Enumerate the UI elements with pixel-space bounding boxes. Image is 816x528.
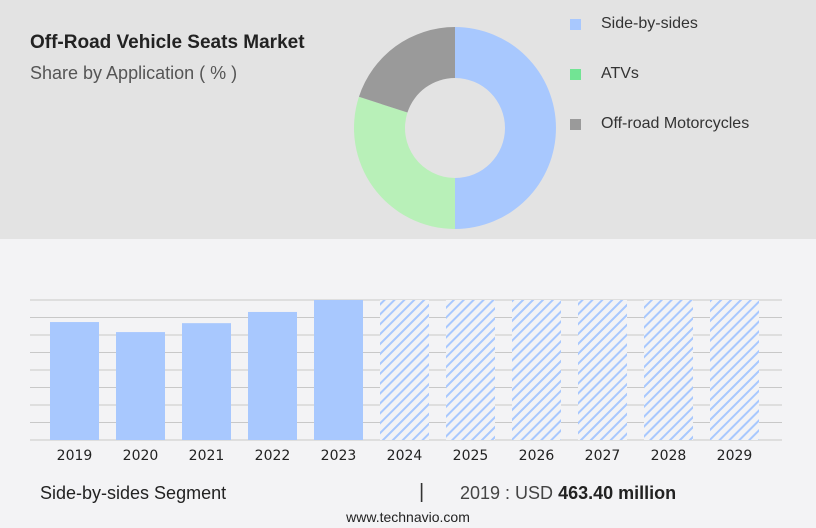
bar-2019 — [50, 322, 99, 440]
donut-slice-off-road-motorcycles — [358, 27, 455, 113]
legend-label: ATVs — [601, 65, 639, 82]
separator: | — [419, 481, 425, 503]
bar-2029 — [710, 300, 759, 440]
legend-swatch — [570, 18, 581, 30]
bar-2024 — [380, 300, 429, 440]
donut-slice-side-by-sides — [455, 27, 556, 229]
bar-2028 — [644, 300, 693, 440]
legend-swatch — [570, 118, 581, 130]
legend-item-atvs: ATVs — [570, 65, 639, 83]
bar-2020 — [116, 332, 165, 440]
chart-subtitle: Share by Application ( % ) — [30, 63, 238, 83]
x-tick-label: 2025 — [453, 448, 489, 464]
x-tick-label: 2024 — [387, 448, 423, 464]
value-amount: 463.40 million — [558, 483, 677, 503]
bar-2027 — [578, 300, 627, 440]
x-tick-label: 2019 — [57, 448, 93, 464]
year-label: 2019 : USD — [460, 483, 554, 503]
donut-slice-atvs — [353, 96, 455, 230]
segment-label: Side-by-sides Segment — [40, 483, 227, 503]
legend-label: Side-by-sides — [601, 15, 698, 32]
legend-item-off-road-motorcycles: Off-road Motorcycles — [570, 115, 749, 133]
x-tick-label: 2026 — [519, 448, 555, 464]
legend-item-side-by-sides: Side-by-sides — [570, 15, 698, 33]
bar-2022 — [248, 311, 297, 440]
x-tick-label: 2022 — [255, 448, 291, 464]
bar-2023 — [314, 300, 363, 440]
x-tick-label: 2023 — [321, 448, 357, 464]
segment-value: 2019 : USD 463.40 million — [460, 483, 676, 504]
x-tick-label: 2029 — [717, 448, 753, 464]
bar-2026 — [512, 300, 561, 440]
legend-swatch — [570, 68, 581, 80]
bar-2025 — [446, 300, 495, 440]
chart-title: Off-Road Vehicle Seats Market — [30, 32, 305, 53]
x-tick-label: 2021 — [189, 448, 225, 464]
website: www.technavio.com — [346, 509, 470, 525]
x-tick-label: 2028 — [651, 448, 687, 464]
x-tick-label: 2027 — [585, 448, 621, 464]
x-tick-label: 2020 — [123, 448, 159, 464]
legend-label: Off-road Motorcycles — [601, 115, 750, 132]
bar-2021 — [182, 323, 231, 440]
